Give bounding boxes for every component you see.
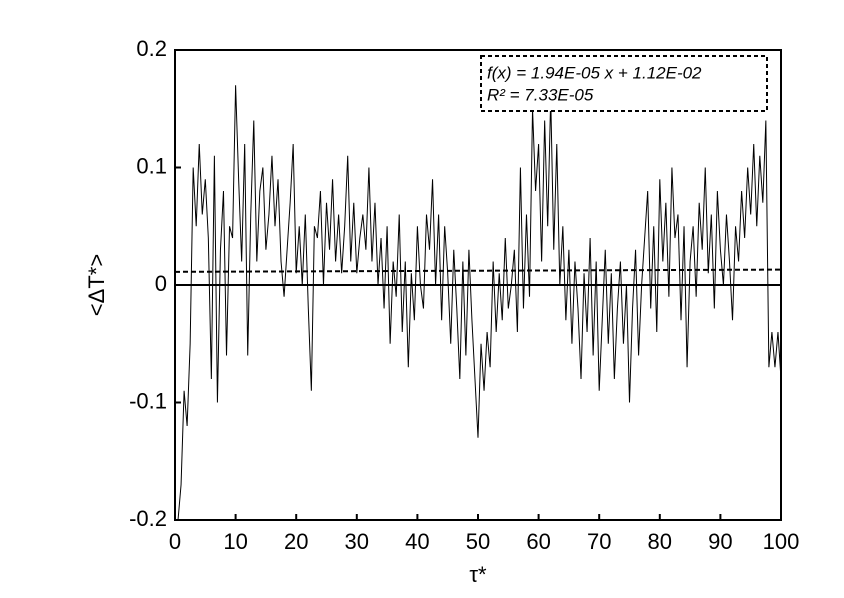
y-tick-label: -0.1 — [129, 388, 167, 413]
x-tick-label: 100 — [763, 529, 800, 554]
x-axis-label: τ* — [469, 562, 487, 587]
x-tick-label: 30 — [345, 529, 369, 554]
annotation: f(x) = 1.94E-05 x + 1.12E-02 — [487, 63, 702, 82]
x-tick-label: 70 — [587, 529, 611, 554]
x-tick-label: 10 — [223, 529, 247, 554]
y-tick-label: 0.1 — [136, 153, 167, 178]
x-tick-label: 40 — [405, 529, 429, 554]
y-tick-label: -0.2 — [129, 506, 167, 531]
x-tick-label: 0 — [169, 529, 181, 554]
y-axis-label: <ΔT*> — [84, 254, 109, 316]
y-tick-label: 0 — [155, 271, 167, 296]
x-tick-label: 20 — [284, 529, 308, 554]
x-tick-label: 90 — [708, 529, 732, 554]
annotation: R² = 7.33E-05 — [487, 85, 594, 104]
annotation-box — [480, 55, 768, 112]
x-tick-label: 50 — [466, 529, 490, 554]
y-tick-label: 0.2 — [136, 36, 167, 61]
trend-line — [174, 268, 782, 273]
x-tick-label: 60 — [526, 529, 550, 554]
data-line — [175, 85, 782, 521]
x-tick-label: 80 — [648, 529, 672, 554]
